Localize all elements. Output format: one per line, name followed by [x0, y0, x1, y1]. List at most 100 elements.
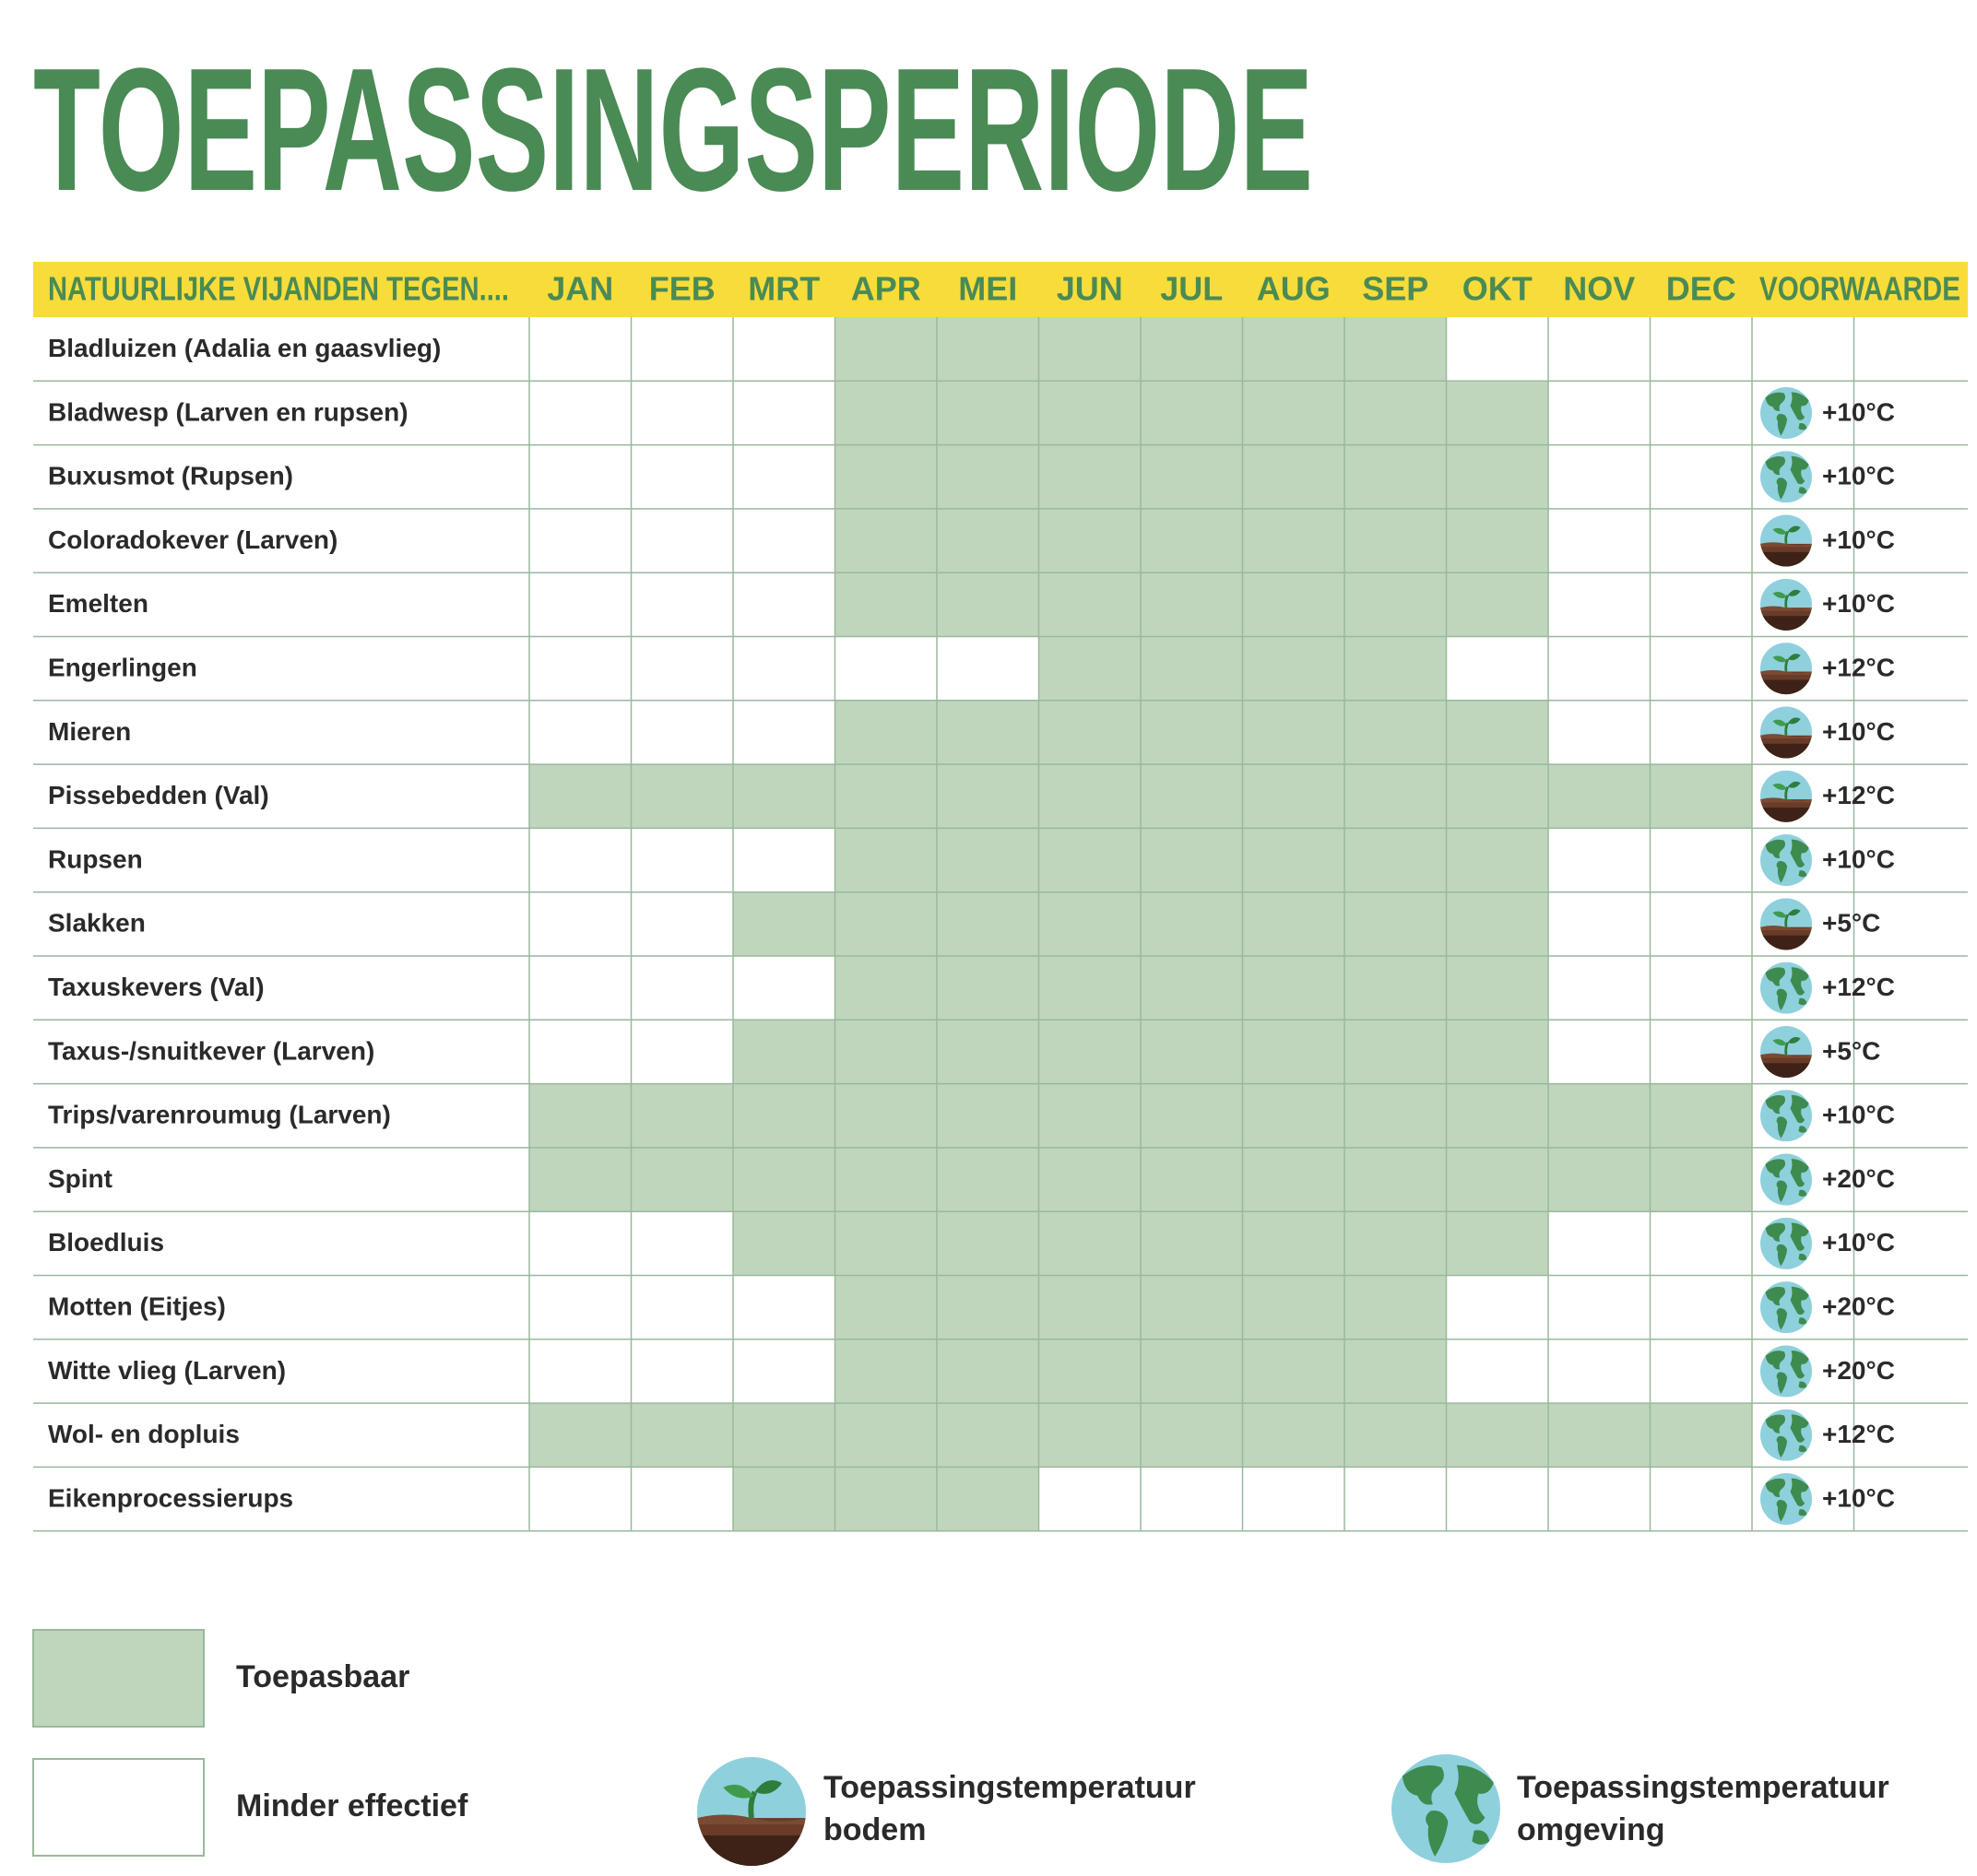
applicable-cell: [1446, 891, 1548, 956]
row-name: Mieren: [48, 717, 131, 746]
applicable-cell: [1548, 1147, 1651, 1212]
row-name: Bladwesp (Larven en rupsen): [48, 397, 408, 426]
applicable-cell: [1141, 317, 1243, 382]
applicable-cell: [1141, 700, 1243, 765]
condition-icon: [1760, 579, 1812, 633]
applicable-cell: [733, 1211, 835, 1276]
applicable-cell: [1446, 444, 1548, 509]
applicable-cell: [1242, 1083, 1344, 1148]
column-header: DEC: [1666, 270, 1736, 308]
applicable-cell: [1344, 317, 1447, 382]
row-name: Coloradokever (Larven): [48, 525, 337, 554]
applicable-cell: [1038, 956, 1141, 1021]
applicable-cell: [937, 764, 1039, 829]
applicable-cell: [1141, 828, 1243, 892]
applicable-cell: [1344, 828, 1447, 892]
column-header: JUL: [1160, 270, 1223, 308]
condition-temperature: +12°C: [1822, 973, 1895, 1001]
column-header: MRT: [748, 270, 820, 308]
row-name: Taxuskevers (Val): [48, 973, 265, 1001]
row-name: Pissebedden (Val): [48, 781, 269, 809]
applicable-cell: [835, 891, 937, 956]
applicable-cell: [835, 764, 937, 829]
condition-icon: [1760, 1473, 1812, 1525]
applicable-cell: [1141, 1211, 1243, 1276]
legend-icon-bodem: [697, 1757, 806, 1872]
applicable-cell: [835, 381, 937, 445]
row-name: Buxusmot (Rupsen): [48, 462, 293, 490]
applicable-cell: [1446, 381, 1548, 445]
applicable-cell: [1446, 572, 1548, 637]
applicable-cell: [1141, 891, 1243, 956]
condition-temperature: +20°C: [1822, 1356, 1895, 1385]
applicable-cell: [1242, 1211, 1344, 1276]
row-name: Emelten: [48, 589, 148, 618]
applicable-cell: [1038, 636, 1141, 701]
condition-icon: [1760, 1410, 1812, 1461]
row-name: Engerlingen: [48, 654, 197, 682]
column-header: JAN: [547, 270, 613, 308]
condition-temperature: +10°C: [1822, 1101, 1895, 1129]
applicable-cell: [1242, 1403, 1344, 1468]
condition-icon: [1760, 387, 1812, 439]
condition-icon: [1760, 706, 1812, 761]
applicable-cell: [1344, 1275, 1447, 1339]
applicable-cell: [1242, 381, 1344, 445]
applicable-cell: [1242, 508, 1344, 573]
applicable-cell: [1141, 636, 1243, 701]
applicable-cell: [1344, 700, 1447, 765]
column-header: NATUURLIJKE VIJANDEN TEGEN....: [48, 270, 509, 308]
applicable-cell: [1242, 1339, 1344, 1404]
applicable-cell: [1344, 1083, 1447, 1148]
applicable-cell: [835, 317, 937, 382]
applicable-cell: [1242, 1020, 1344, 1084]
applicable-cell: [1038, 381, 1141, 445]
applicable-cell: [733, 891, 835, 956]
condition-temperature: +20°C: [1822, 1164, 1895, 1193]
applicable-cell: [631, 1083, 733, 1148]
column-header: NOV: [1563, 270, 1635, 308]
legend-label: bodem: [823, 1812, 926, 1847]
applicable-cell: [835, 1403, 937, 1468]
applicable-cell: [1344, 1020, 1447, 1084]
applicable-cell: [1242, 700, 1344, 765]
applicable-cell: [733, 1083, 835, 1148]
legend-label: Toepassingstemperatuur: [1517, 1770, 1889, 1805]
applicable-cell: [1446, 1211, 1548, 1276]
applicable-cell: [937, 444, 1039, 509]
applicable-cell: [1038, 1147, 1141, 1212]
row-name: Wol- en dopluis: [48, 1420, 240, 1448]
legend-swatch-less: [32, 1758, 205, 1857]
applicable-cell: [835, 1020, 937, 1084]
applicable-cell: [835, 1083, 937, 1148]
applicable-cell: [1446, 828, 1548, 892]
applicable-cell: [835, 572, 937, 637]
applicable-cell: [733, 1467, 835, 1531]
applicable-cell: [1344, 1339, 1447, 1404]
applicable-cell: [937, 1403, 1039, 1468]
applicable-cell: [1650, 1083, 1752, 1148]
condition-temperature: +10°C: [1822, 462, 1895, 490]
applicable-cell: [937, 956, 1039, 1021]
column-header: OKT: [1462, 270, 1533, 308]
applicable-cell: [631, 1147, 733, 1212]
condition-icon: [1760, 1154, 1812, 1206]
condition-temperature: +10°C: [1822, 1483, 1895, 1512]
applicable-cell: [835, 1339, 937, 1404]
applicable-cell: [1650, 764, 1752, 829]
applicable-cell: [835, 444, 937, 509]
header-band: [33, 262, 1968, 317]
applicable-cell: [835, 1275, 937, 1339]
applicable-cell: [1038, 828, 1141, 892]
row-name: Motten (Eitjes): [48, 1292, 226, 1321]
condition-icon: [1760, 962, 1812, 1014]
applicable-cell: [835, 1147, 937, 1212]
applicable-cell: [733, 1020, 835, 1084]
row-name: Bloedluis: [48, 1228, 164, 1257]
applicable-cell: [1446, 1083, 1548, 1148]
legend-label: Toepasbaar: [236, 1659, 409, 1694]
applicable-cell: [1141, 1147, 1243, 1212]
condition-temperature: +12°C: [1822, 1420, 1895, 1448]
condition-icon: [1760, 1281, 1812, 1333]
